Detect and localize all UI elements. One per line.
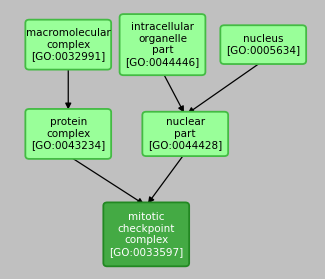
FancyBboxPatch shape bbox=[142, 112, 228, 156]
Text: nucleus
[GO:0005634]: nucleus [GO:0005634] bbox=[226, 34, 300, 56]
FancyBboxPatch shape bbox=[120, 14, 205, 75]
Text: intracellular
organelle
part
[GO:0044446]: intracellular organelle part [GO:0044446… bbox=[125, 22, 200, 67]
Text: mitotic
checkpoint
complex
[GO:0033597]: mitotic checkpoint complex [GO:0033597] bbox=[109, 212, 183, 257]
Text: protein
complex
[GO:0043234]: protein complex [GO:0043234] bbox=[31, 117, 105, 150]
Text: macromolecular
complex
[GO:0032991]: macromolecular complex [GO:0032991] bbox=[26, 28, 110, 61]
FancyBboxPatch shape bbox=[103, 203, 189, 266]
FancyBboxPatch shape bbox=[220, 25, 306, 64]
FancyBboxPatch shape bbox=[25, 20, 111, 70]
Text: nuclear
part
[GO:0044428]: nuclear part [GO:0044428] bbox=[148, 117, 222, 150]
FancyBboxPatch shape bbox=[25, 109, 111, 159]
